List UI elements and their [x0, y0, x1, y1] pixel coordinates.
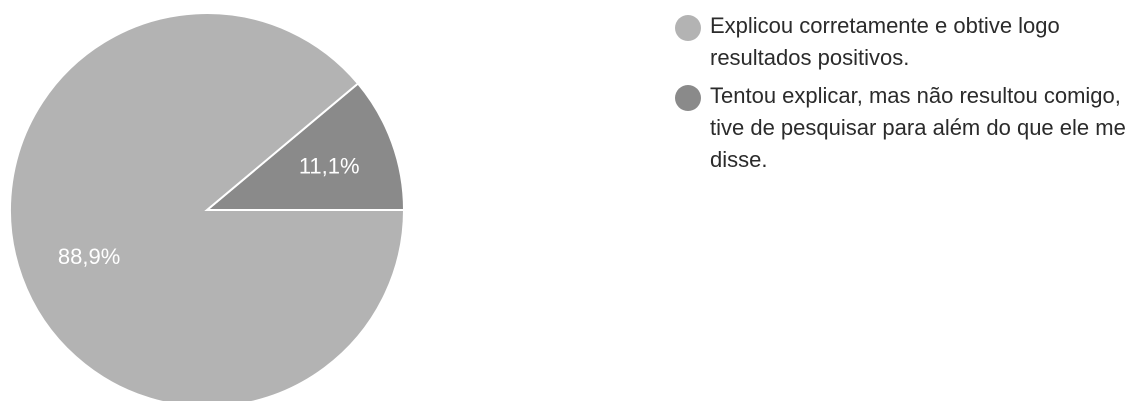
legend-label-1: Tentou explicar, mas não resultou comigo…	[710, 83, 1126, 172]
pie-slice-1[interactable]	[204, 82, 406, 211]
legend-swatch-1	[675, 85, 701, 111]
pie-slices	[9, 12, 406, 401]
legend: Explicou corretamente e obtive logo resu…	[675, 10, 1135, 182]
legend-item-1[interactable]: Tentou explicar, mas não resultou comigo…	[675, 80, 1135, 176]
legend-label-0: Explicou corretamente e obtive logo resu…	[710, 13, 1060, 70]
pie-slice-label-0: 88,9%	[58, 244, 120, 269]
legend-item-0[interactable]: Explicou corretamente e obtive logo resu…	[675, 10, 1135, 74]
pie-slice-0[interactable]	[9, 12, 406, 401]
pie-slice-label-1: 11,1%	[299, 154, 360, 179]
pie-chart: 11,1% 88,9%	[9, 12, 406, 401]
legend-swatch-0	[675, 15, 701, 41]
pie-slice-labels: 11,1% 88,9%	[58, 154, 360, 269]
